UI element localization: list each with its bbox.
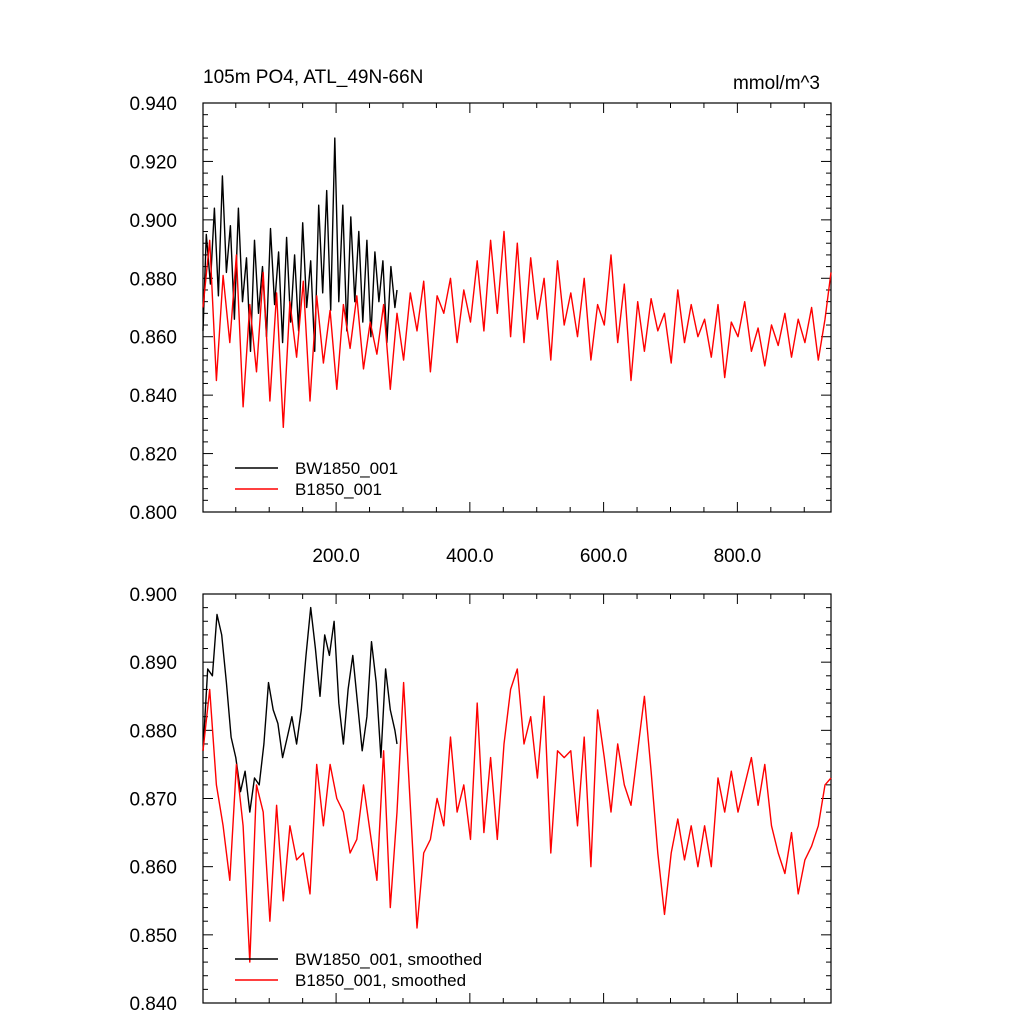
series-line-1 xyxy=(202,668,832,963)
y-tick-label: 0.860 xyxy=(129,858,177,879)
y-tick-label: 0.920 xyxy=(129,152,177,173)
y-tick-label: 0.800 xyxy=(129,503,177,524)
chart-title: 105m PO4, ATL_49N-66N xyxy=(203,67,423,88)
top-panel: 0.800 0.820 0.840 0.860 0.880 0.900 0.920 0.940… xyxy=(129,94,832,567)
x-tick-label: 600.0 xyxy=(580,546,628,567)
series-line-1 xyxy=(202,230,832,428)
y-tick-label: 0.940 xyxy=(129,94,177,115)
y-tick-label: 0.860 xyxy=(129,328,177,349)
units-label: mmol/m^3 xyxy=(733,73,820,94)
y-tick-label: 0.850 xyxy=(129,926,177,947)
x-tick-label: 200.0 xyxy=(312,546,360,567)
series-line-0 xyxy=(202,137,398,352)
y-tick-label: 0.880 xyxy=(129,269,177,290)
legend-label: BW1850_001 xyxy=(295,459,398,478)
plot-frame xyxy=(202,593,832,1004)
y-tick-label: 0.900 xyxy=(129,211,177,232)
legend-label: B1850_001 xyxy=(295,480,382,499)
y-tick-label: 0.840 xyxy=(129,994,177,1015)
x-tick-label: 400.0 xyxy=(446,546,494,567)
y-tick-label: 0.820 xyxy=(129,445,177,466)
y-tick-label: 0.880 xyxy=(129,721,177,742)
bottom-panel: 0.840 0.850 0.860 0.870 0.880 0.890 0.900 BW185… xyxy=(129,585,832,1015)
legend-label: BW1850_001, smoothed xyxy=(295,950,482,969)
x-tick-label: 800.0 xyxy=(714,546,762,567)
y-tick-label: 0.840 xyxy=(129,386,177,407)
y-tick-label: 0.870 xyxy=(129,790,177,811)
y-tick-label: 0.890 xyxy=(129,653,177,674)
y-tick-label: 0.900 xyxy=(129,585,177,606)
legend-label: B1850_001, smoothed xyxy=(295,971,466,990)
series-line-0 xyxy=(202,606,398,813)
